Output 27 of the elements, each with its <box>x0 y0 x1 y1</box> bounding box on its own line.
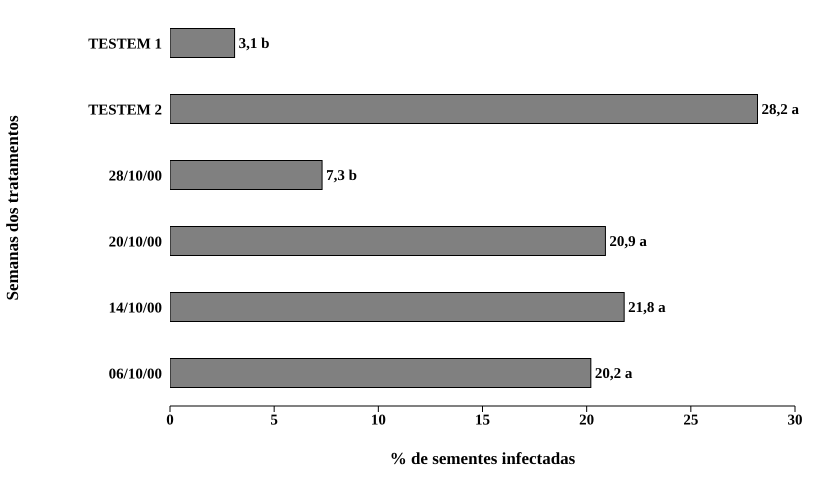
x-axis-title: % de sementes infectadas <box>390 449 576 468</box>
x-tick-label: 0 <box>166 412 174 429</box>
y-tick-label: 20/10/00 <box>108 234 162 250</box>
bar <box>170 226 606 256</box>
y-tick-label: TESTEM 1 <box>88 36 162 52</box>
data-label: 21,8 a <box>628 300 666 316</box>
data-label: 7,3 b <box>326 168 357 184</box>
bar <box>170 28 236 58</box>
bar <box>170 358 592 388</box>
x-tick-label: 30 <box>788 412 802 429</box>
x-tick-label: 20 <box>579 412 594 429</box>
x-tick-label: 25 <box>683 412 698 429</box>
y-tick-label: 06/10/00 <box>108 366 162 382</box>
y-tick-label: TESTEM 2 <box>88 102 162 118</box>
data-label: 20,9 a <box>609 234 648 250</box>
y-tick-label: 14/10/00 <box>108 300 162 316</box>
x-tick-label: 10 <box>370 412 386 429</box>
x-tick-label: 5 <box>270 412 278 429</box>
data-label: 28,2 a <box>762 102 800 118</box>
y-axis-title: Semanas dos tratamentos <box>3 115 22 301</box>
bar <box>170 292 625 322</box>
x-tick-label: 15 <box>475 412 490 429</box>
bar <box>170 94 758 124</box>
bar <box>170 160 323 190</box>
y-tick-label: 28/10/00 <box>108 168 162 184</box>
data-label: 3,1 b <box>238 36 270 52</box>
data-label: 20,2 a <box>594 366 633 382</box>
